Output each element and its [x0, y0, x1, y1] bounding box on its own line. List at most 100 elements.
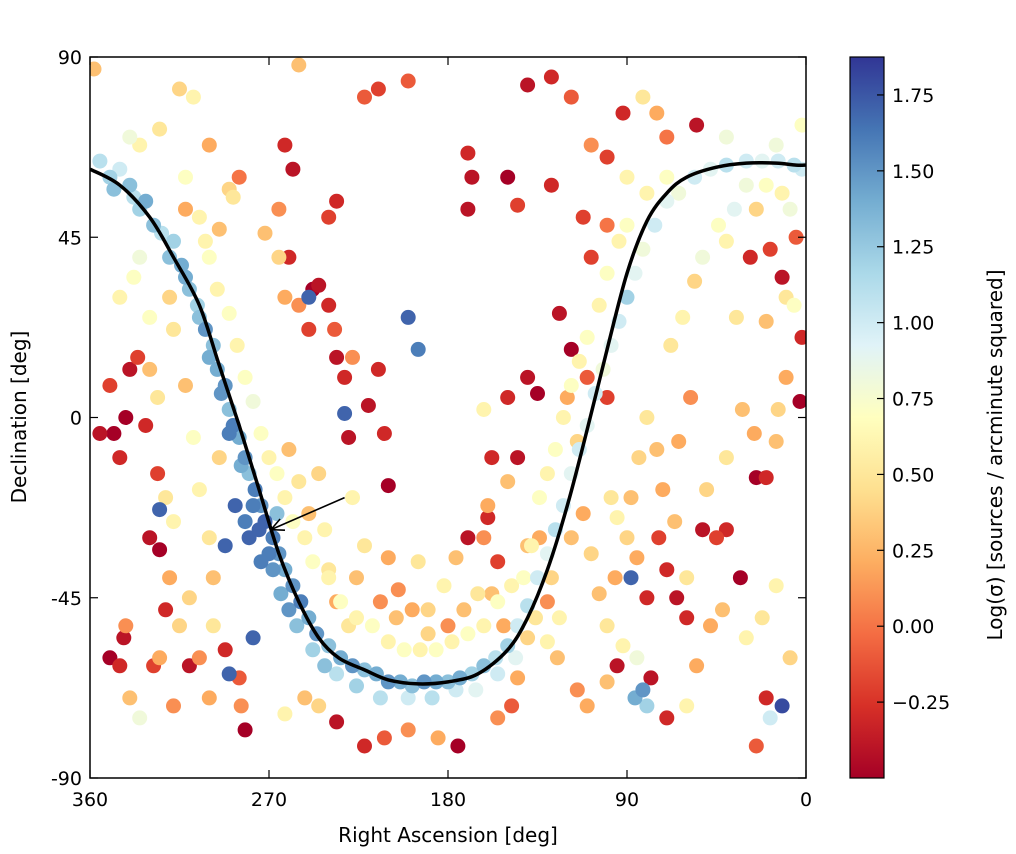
colorbar-axis: 1.75 1.50 1.25 1.00 0.75 0.50 0.25 0.00 −0.25	[877, 85, 950, 714]
data-point	[364, 618, 380, 634]
y-tick-label: 90	[58, 47, 82, 69]
data-point	[430, 730, 446, 746]
data-point	[412, 642, 428, 658]
data-point	[122, 129, 138, 145]
data-point	[718, 450, 734, 466]
data-point	[543, 69, 559, 85]
data-point	[291, 474, 307, 490]
data-point	[376, 426, 392, 441]
data-point	[500, 474, 516, 490]
data-point	[695, 522, 711, 538]
data-point	[376, 730, 392, 746]
data-point	[404, 602, 420, 618]
data-point	[762, 710, 778, 726]
data-point	[539, 594, 555, 610]
data-point	[237, 514, 253, 530]
data-point	[450, 738, 466, 754]
data-point	[488, 650, 504, 666]
data-point	[305, 642, 321, 658]
data-point	[132, 249, 148, 265]
data-point	[649, 105, 665, 121]
data-point	[291, 57, 307, 73]
data-point	[172, 81, 187, 97]
data-point	[281, 442, 297, 457]
data-point	[770, 402, 786, 417]
data-point	[317, 658, 333, 674]
x-tick-label: 180	[430, 789, 466, 811]
colorbar-tick-label: 1.50	[892, 161, 934, 183]
data-point	[410, 554, 426, 570]
data-point	[261, 450, 277, 466]
data-point	[227, 498, 243, 514]
data-point	[152, 650, 168, 666]
data-point	[191, 482, 207, 498]
data-point	[611, 233, 627, 249]
data-point	[500, 638, 516, 654]
data-point	[229, 337, 245, 353]
colorbar-tick-label: 1.75	[892, 85, 934, 107]
data-point	[271, 201, 287, 217]
data-point	[758, 690, 774, 706]
data-point	[792, 394, 806, 409]
data-point	[510, 670, 526, 686]
data-point	[689, 658, 705, 674]
data-point	[329, 666, 345, 682]
x-tick-label: 0	[800, 789, 812, 811]
data-point	[400, 309, 416, 325]
data-point	[490, 554, 506, 570]
data-point	[277, 706, 293, 722]
data-point	[591, 297, 607, 313]
data-point	[460, 530, 476, 546]
data-point	[317, 522, 333, 538]
data-point	[116, 630, 132, 646]
data-point	[420, 602, 436, 618]
data-point	[732, 570, 748, 586]
data-point	[213, 386, 229, 401]
x-tick-label: 90	[615, 789, 639, 811]
data-point	[623, 490, 639, 506]
data-point	[221, 305, 237, 321]
data-point	[370, 361, 386, 377]
data-point	[337, 406, 353, 421]
data-point	[639, 410, 655, 425]
data-point	[718, 233, 734, 249]
data-point	[221, 666, 237, 682]
data-point	[90, 61, 102, 77]
data-point	[231, 169, 247, 185]
data-point	[575, 506, 591, 522]
data-point	[285, 161, 301, 177]
data-point	[388, 610, 404, 626]
data-point	[484, 450, 500, 466]
data-point	[277, 490, 293, 506]
data-point	[162, 289, 178, 305]
data-point	[191, 650, 207, 666]
data-point	[734, 402, 750, 417]
data-point	[549, 650, 565, 666]
data-point	[360, 398, 376, 413]
data-point	[782, 650, 798, 666]
data-point	[217, 642, 233, 658]
colorbar-label: Log(σ) [sources / arcminute squared]	[983, 269, 1007, 640]
data-point	[623, 570, 639, 586]
data-point	[221, 426, 237, 441]
data-point	[178, 378, 193, 393]
data-point	[599, 390, 615, 405]
data-point	[273, 586, 289, 602]
data-point	[627, 265, 643, 281]
colorbar-tick-label: 0.25	[892, 540, 934, 562]
data-point	[321, 209, 337, 225]
data-point	[130, 349, 146, 365]
data-point	[774, 698, 790, 714]
data-point	[281, 602, 297, 618]
data-point	[329, 714, 345, 730]
data-point	[607, 570, 623, 586]
data-point	[380, 634, 396, 650]
data-point	[380, 478, 396, 494]
data-point	[528, 610, 543, 626]
data-point	[647, 217, 663, 233]
data-point	[440, 618, 456, 634]
data-point	[301, 321, 317, 337]
data-point	[609, 658, 625, 674]
data-point	[444, 634, 460, 650]
data-point	[424, 690, 440, 706]
